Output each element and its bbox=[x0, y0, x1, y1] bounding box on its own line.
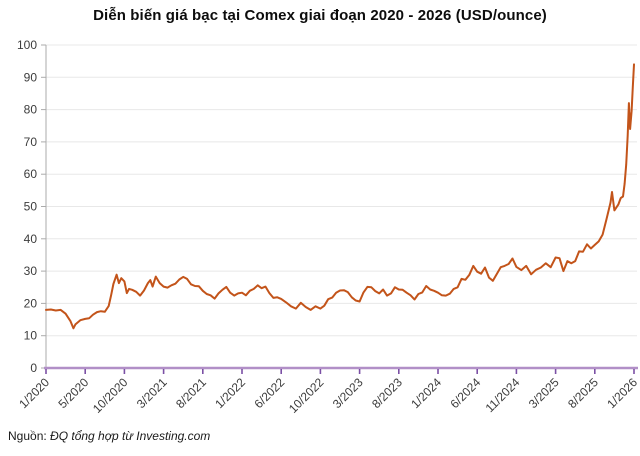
x-axis-tick-label: 10/2022 bbox=[286, 375, 327, 416]
x-axis-tick-label: 8/2025 bbox=[565, 375, 601, 411]
x-axis-tick-label: 8/2023 bbox=[369, 375, 405, 411]
x-axis-tick-label: 1/2020 bbox=[16, 375, 52, 411]
y-axis-tick-label: 70 bbox=[24, 135, 38, 149]
x-axis-tick-label: 6/2024 bbox=[447, 375, 483, 411]
y-axis-tick-label: 80 bbox=[24, 103, 38, 117]
x-axis-tick-label: 10/2020 bbox=[90, 375, 131, 416]
x-axis-tick-label: 3/2021 bbox=[134, 375, 170, 411]
x-axis-tick-label: 11/2024 bbox=[483, 375, 523, 415]
x-axis-tick-label: 6/2022 bbox=[251, 375, 287, 411]
silver-price-series-line bbox=[45, 63, 635, 330]
x-axis-tick-label: 1/2022 bbox=[212, 375, 248, 411]
y-axis-tick-label: 0 bbox=[30, 361, 37, 375]
y-axis-tick-label: 50 bbox=[24, 200, 38, 214]
x-axis-tick-label: 1/2024 bbox=[408, 375, 444, 411]
y-axis-tick-label: 90 bbox=[24, 70, 38, 84]
y-axis-tick-label: 60 bbox=[24, 167, 38, 181]
x-axis-tick-label: 8/2021 bbox=[173, 375, 209, 411]
source-note-prefix: Nguồn: bbox=[8, 429, 51, 443]
source-note-text: ĐQ tổng hợp từ Investing.com bbox=[50, 429, 211, 443]
x-axis-tick-label: 3/2025 bbox=[526, 375, 562, 411]
y-axis-tick-label: 10 bbox=[24, 329, 38, 343]
source-note: Nguồn: ĐQ tổng hợp từ Investing.com bbox=[8, 429, 210, 443]
y-axis-tick-label: 100 bbox=[17, 38, 37, 52]
page-title: Diễn biến giá bạc tại Comex giai đoạn 20… bbox=[93, 7, 547, 24]
x-axis-tick-label: 1/2026 bbox=[604, 375, 640, 411]
y-axis-tick-label: 40 bbox=[24, 232, 38, 246]
y-axis-tick-label: 20 bbox=[24, 296, 38, 310]
x-axis-tick-label: 5/2020 bbox=[55, 375, 91, 411]
x-axis-tick-label: 3/2023 bbox=[330, 375, 366, 411]
y-axis-tick-label: 30 bbox=[24, 264, 38, 278]
